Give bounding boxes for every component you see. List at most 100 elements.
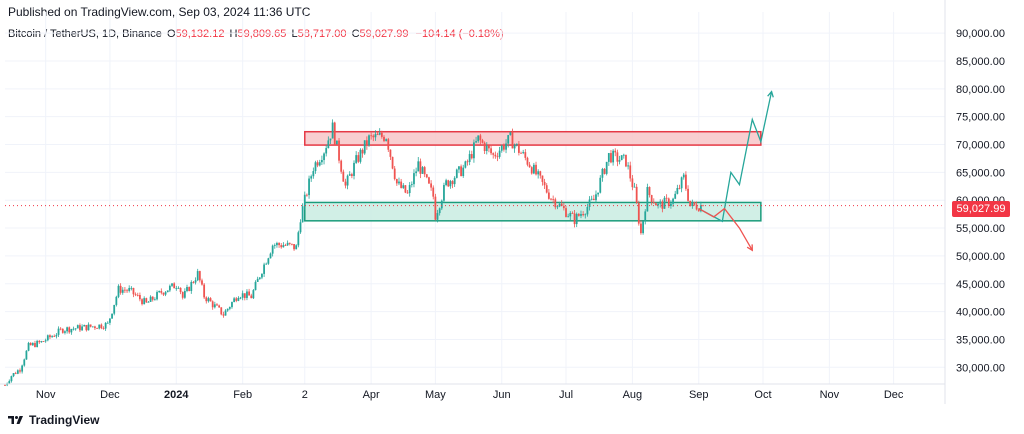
candle-body[interactable] [109, 318, 111, 323]
candle-body[interactable] [243, 293, 246, 298]
candle-body[interactable] [488, 145, 490, 149]
candle-body[interactable] [295, 245, 298, 250]
candle-body[interactable] [477, 135, 480, 142]
candle-body[interactable] [526, 157, 529, 165]
candle-body[interactable] [547, 192, 550, 199]
candle-body[interactable] [96, 328, 98, 329]
candle-body[interactable] [59, 328, 62, 330]
candle-body[interactable] [541, 175, 544, 182]
candle-body[interactable] [248, 291, 251, 296]
candle-body[interactable] [12, 373, 15, 377]
candle-body[interactable] [511, 132, 514, 149]
candle-body[interactable] [590, 198, 593, 200]
candle-body[interactable] [111, 313, 113, 319]
candle-body[interactable] [432, 187, 435, 197]
candle-body[interactable] [485, 145, 488, 152]
candle-body[interactable] [481, 140, 484, 143]
candle-body[interactable] [595, 194, 597, 201]
candle-body[interactable] [329, 138, 332, 141]
candle-body[interactable] [171, 283, 173, 286]
candle-body[interactable] [462, 167, 465, 177]
candle-body[interactable] [663, 197, 666, 209]
candle-body[interactable] [357, 155, 360, 162]
candle-body[interactable] [451, 181, 454, 185]
candle-body[interactable] [331, 122, 334, 139]
candle-body[interactable] [27, 342, 30, 351]
candle-body[interactable] [520, 152, 522, 154]
candle-body[interactable] [498, 150, 501, 157]
candle-body[interactable] [138, 295, 141, 300]
candle-body[interactable] [136, 294, 139, 296]
candle-body[interactable] [128, 287, 131, 291]
candle-body[interactable] [246, 291, 248, 298]
candle-body[interactable] [106, 322, 109, 324]
candle-body[interactable] [8, 381, 11, 384]
candle-body[interactable] [143, 298, 146, 305]
candle-body[interactable] [637, 202, 640, 224]
candle-body[interactable] [682, 174, 685, 178]
candle-body[interactable] [117, 285, 120, 297]
candle-body[interactable] [16, 370, 19, 374]
candle-body[interactable] [55, 334, 58, 337]
candle-body[interactable] [226, 308, 229, 311]
candle-body[interactable] [31, 343, 34, 346]
candle-body[interactable] [464, 161, 467, 168]
candle-body[interactable] [237, 297, 240, 301]
candle-body[interactable] [288, 242, 291, 244]
candle-body[interactable] [312, 171, 315, 177]
candle-body[interactable] [162, 292, 165, 295]
candle-body[interactable] [678, 188, 681, 189]
candle-body[interactable] [166, 290, 169, 293]
candlestick-series[interactable] [4, 119, 704, 387]
candle-body[interactable] [393, 168, 396, 180]
candle-body[interactable] [524, 152, 527, 158]
candle-body[interactable] [625, 154, 627, 167]
candle-body[interactable] [72, 328, 75, 330]
candle-body[interactable] [261, 273, 263, 278]
candle-body[interactable] [297, 232, 300, 246]
candle-body[interactable] [218, 305, 221, 308]
candle-body[interactable] [505, 143, 507, 150]
candle-body[interactable] [233, 298, 236, 303]
candle-body[interactable] [102, 328, 105, 329]
candle-body[interactable] [689, 200, 692, 206]
candle-body[interactable] [584, 214, 587, 216]
candle-body[interactable] [597, 192, 600, 195]
candle-body[interactable] [91, 326, 94, 328]
candle-body[interactable] [325, 148, 328, 154]
candle-body[interactable] [340, 160, 343, 172]
candle-body[interactable] [94, 326, 96, 329]
candle-body[interactable] [655, 203, 657, 206]
candle-body[interactable] [201, 280, 203, 285]
candle-body[interactable] [468, 154, 471, 163]
candle-body[interactable] [188, 287, 191, 291]
candle-body[interactable] [532, 164, 535, 174]
candle-body[interactable] [36, 340, 39, 347]
candle-body[interactable] [335, 140, 338, 145]
candle-body[interactable] [46, 335, 49, 341]
candle-body[interactable] [556, 206, 559, 208]
candle-body[interactable] [629, 165, 632, 179]
candle-body[interactable] [265, 263, 268, 265]
candle-body[interactable] [674, 193, 677, 199]
candle-body[interactable] [269, 253, 272, 259]
candle-body[interactable] [475, 141, 477, 143]
candle-body[interactable] [404, 185, 407, 193]
candle-body[interactable] [479, 135, 482, 141]
candle-body[interactable] [160, 290, 163, 293]
candle-body[interactable] [410, 184, 413, 186]
candle-body[interactable] [363, 140, 366, 154]
candle-body[interactable] [550, 198, 552, 200]
candle-body[interactable] [640, 223, 642, 234]
candle-body[interactable] [635, 186, 638, 203]
candle-body[interactable] [588, 199, 591, 207]
candle-body[interactable] [252, 290, 255, 299]
candle-body[interactable] [38, 340, 41, 343]
candle-body[interactable] [642, 221, 644, 234]
candle-body[interactable] [25, 350, 28, 360]
candle-body[interactable] [61, 328, 64, 333]
candle-body[interactable] [573, 213, 576, 225]
candle-body[interactable] [500, 145, 503, 151]
candle-body[interactable] [310, 176, 313, 179]
candle-body[interactable] [79, 325, 81, 331]
